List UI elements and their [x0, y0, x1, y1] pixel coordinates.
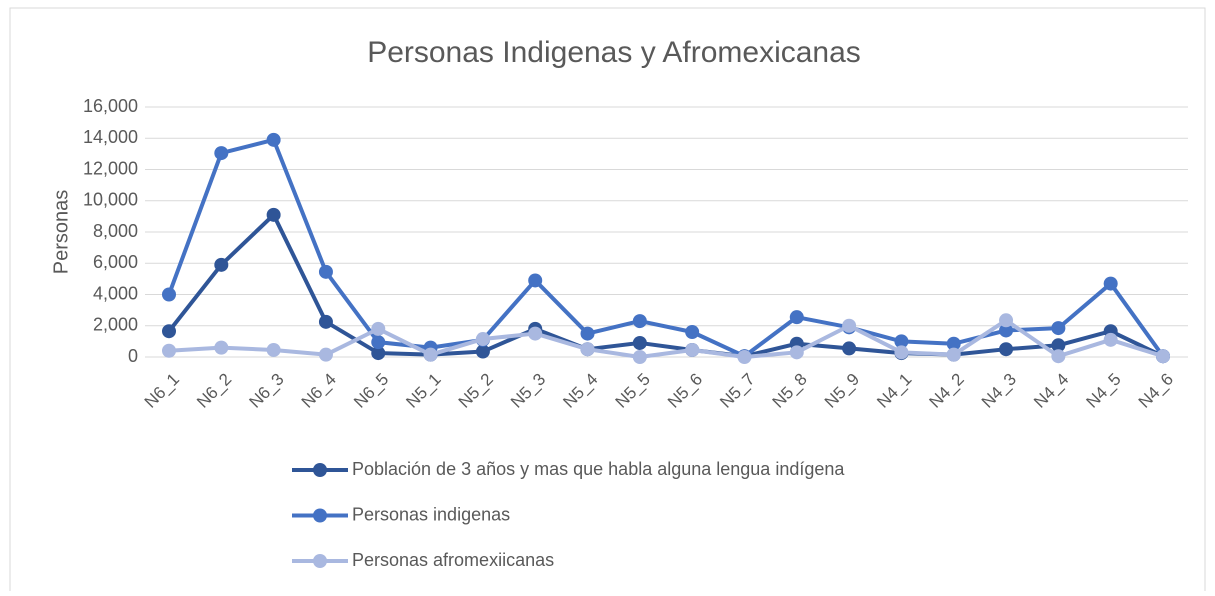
- data-point: [266, 132, 281, 147]
- data-point: [999, 323, 1014, 338]
- legend-label: Personas afromexiicanas: [352, 550, 554, 570]
- series-line: [167, 137, 1165, 359]
- data-point: [475, 332, 490, 347]
- data-point: [999, 342, 1014, 357]
- y-tick-label: 8,000: [93, 221, 138, 241]
- y-tick-label: 16,000: [83, 96, 138, 116]
- y-tick-label: 6,000: [93, 252, 138, 272]
- series-line: [167, 212, 1164, 359]
- y-tick-label: 12,000: [83, 158, 138, 178]
- data-point: [789, 345, 804, 360]
- data-point: [632, 314, 647, 329]
- y-tick-label: 14,000: [83, 127, 138, 147]
- data-point: [632, 350, 647, 364]
- series-line: [168, 318, 1164, 359]
- data-point: [214, 146, 229, 161]
- data-point: [1051, 321, 1066, 336]
- data-point: [162, 343, 176, 358]
- data-point: [528, 326, 543, 341]
- data-point: [842, 318, 857, 333]
- data-point: [162, 287, 176, 302]
- data-point: [1051, 338, 1066, 353]
- data-point: [580, 326, 595, 341]
- data-point: [1156, 349, 1170, 364]
- data-point: [214, 257, 229, 272]
- data-point: [318, 314, 333, 329]
- data-point: [999, 313, 1014, 328]
- data-point: [1103, 332, 1118, 347]
- data-point: [946, 336, 961, 351]
- y-tick-label: 0: [128, 346, 138, 366]
- legend-marker: [313, 463, 327, 477]
- data-point: [842, 341, 857, 356]
- chart-frame: [9, 7, 1206, 596]
- data-point: [632, 335, 647, 350]
- data-point: [580, 342, 595, 357]
- data-point: [789, 310, 804, 325]
- data-point: [894, 345, 909, 360]
- legend-marker: [313, 508, 327, 523]
- data-point: [371, 335, 386, 350]
- data-point: [162, 324, 176, 339]
- data-point: [371, 321, 386, 336]
- y-tick-label: 4,000: [93, 283, 138, 303]
- chart-title: Personas Indigenas y Afromexicanas: [367, 36, 861, 69]
- data-point: [946, 347, 961, 362]
- y-axis-label: Personas: [50, 190, 72, 275]
- data-point: [266, 207, 281, 222]
- data-point: [423, 347, 438, 362]
- y-tick-label: 10,000: [83, 190, 138, 210]
- data-point: [685, 342, 700, 357]
- data-point: [318, 347, 333, 362]
- data-point: [528, 273, 543, 288]
- data-point: [318, 264, 333, 279]
- legend-label: Población de 3 años y mas que habla algu…: [352, 459, 845, 479]
- data-point: [371, 346, 386, 361]
- data-point: [1051, 349, 1066, 364]
- y-tick-label: 2,000: [93, 315, 138, 335]
- legend-marker: [313, 554, 327, 568]
- data-point: [266, 342, 281, 357]
- data-point: [475, 344, 490, 359]
- data-point: [685, 325, 700, 339]
- legend-label: Personas indigenas: [352, 504, 510, 524]
- data-point: [737, 350, 752, 364]
- data-point: [214, 340, 229, 355]
- data-point: [894, 334, 909, 349]
- data-point: [1103, 276, 1118, 291]
